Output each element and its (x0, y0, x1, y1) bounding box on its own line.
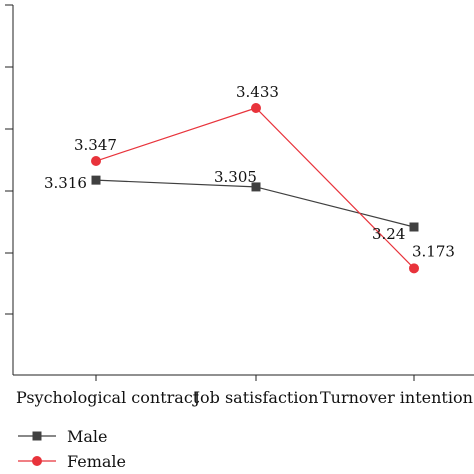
data-label-female: 3.347 (74, 136, 117, 154)
legend-label-male: Male (67, 427, 108, 446)
data-point-male (251, 182, 261, 192)
data-point-male (91, 175, 101, 185)
data-labels: 3.316 3.305 3.24 3.347 3.433 3.173 (44, 83, 455, 260)
data-point-female (91, 156, 101, 167)
legend-marker-female (32, 456, 42, 466)
x-tick-label: Psychological contract (16, 388, 200, 407)
data-label-female: 3.173 (412, 242, 455, 260)
data-label-female: 3.433 (236, 83, 279, 101)
data-point-male (409, 222, 419, 232)
data-point-female (251, 102, 261, 113)
data-label-male: 3.316 (44, 174, 87, 192)
x-tick-label: Turnover intention (320, 388, 473, 407)
x-tick-label: Job satisfaction (192, 388, 319, 407)
legend: Male Female (18, 427, 126, 471)
data-label-male: 3.305 (214, 168, 257, 186)
legend-marker-male (32, 431, 42, 441)
legend-label-female: Female (67, 452, 126, 471)
series-layer (91, 102, 419, 274)
data-label-male: 3.24 (372, 225, 405, 243)
data-point-female (409, 263, 419, 274)
